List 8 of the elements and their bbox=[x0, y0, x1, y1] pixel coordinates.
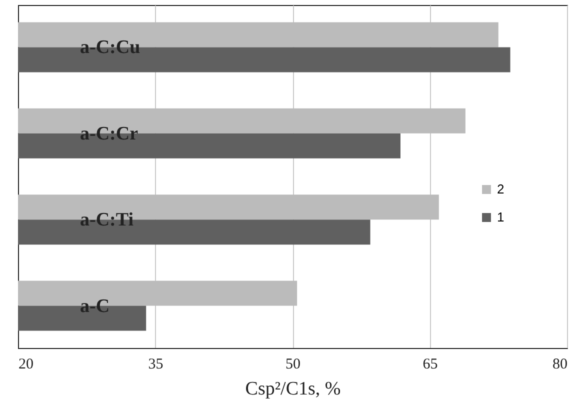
x-tick-label: 80 bbox=[552, 356, 568, 372]
x-tick-label: 65 bbox=[422, 356, 438, 372]
legend-label: 2 bbox=[497, 182, 504, 196]
x-tick-label: 50 bbox=[286, 356, 300, 372]
legend-label: 1 bbox=[497, 210, 504, 224]
x-tick-label: 35 bbox=[148, 356, 164, 372]
x-axis-title: Csp²/C1s, % bbox=[245, 378, 341, 400]
x-tick-label: 20 bbox=[18, 356, 34, 372]
